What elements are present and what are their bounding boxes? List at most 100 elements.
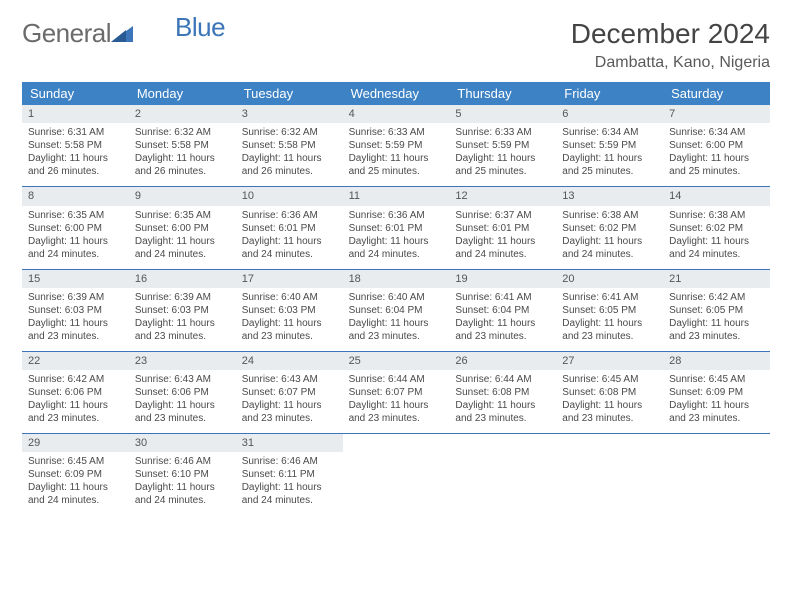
day-cell: 22Sunrise: 6:42 AMSunset: 6:06 PMDayligh…: [22, 352, 129, 433]
sunset-line: Sunset: 6:00 PM: [135, 222, 230, 235]
daylight-line: Daylight: 11 hours and 23 minutes.: [455, 317, 550, 343]
sunset-line: Sunset: 6:05 PM: [669, 304, 764, 317]
day-cell: 31Sunrise: 6:46 AMSunset: 6:11 PMDayligh…: [236, 434, 343, 515]
sunrise-line: Sunrise: 6:34 AM: [562, 126, 657, 139]
logo-triangle-icon: [111, 18, 133, 49]
sunset-line: Sunset: 6:08 PM: [455, 386, 550, 399]
day-cell: 7Sunrise: 6:34 AMSunset: 6:00 PMDaylight…: [663, 105, 770, 186]
day-cell: 5Sunrise: 6:33 AMSunset: 5:59 PMDaylight…: [449, 105, 556, 186]
sunset-line: Sunset: 5:59 PM: [562, 139, 657, 152]
day-cell: 3Sunrise: 6:32 AMSunset: 5:58 PMDaylight…: [236, 105, 343, 186]
day-number: 20: [556, 270, 663, 288]
month-title: December 2024: [571, 18, 770, 50]
sunset-line: Sunset: 6:10 PM: [135, 468, 230, 481]
day-number: 22: [22, 352, 129, 370]
sunrise-line: Sunrise: 6:37 AM: [455, 209, 550, 222]
sunrise-line: Sunrise: 6:35 AM: [28, 209, 123, 222]
day-number: 2: [129, 105, 236, 123]
daylight-line: Daylight: 11 hours and 24 minutes.: [135, 235, 230, 261]
weekday-col-2: Tuesday: [236, 82, 343, 105]
weekday-col-5: Friday: [556, 82, 663, 105]
day-cell: 9 Sunrise: 6:35 AMSunset: 6:00 PMDaylight…: [129, 187, 236, 268]
day-cell: 23Sunrise: 6:43 AMSunset: 6:06 PMDayligh…: [129, 352, 236, 433]
day-number: 5: [449, 105, 556, 123]
day-cell: 4Sunrise: 6:33 AMSunset: 5:59 PMDaylight…: [343, 105, 450, 186]
daylight-line: Daylight: 11 hours and 26 minutes.: [28, 152, 123, 178]
day-number: 8: [22, 187, 129, 205]
sunset-line: Sunset: 5:58 PM: [28, 139, 123, 152]
daylight-line: Daylight: 11 hours and 24 minutes.: [135, 481, 230, 507]
sunrise-line: Sunrise: 6:33 AM: [455, 126, 550, 139]
daylight-line: Daylight: 11 hours and 26 minutes.: [242, 152, 337, 178]
day-number: 9: [129, 187, 236, 205]
sunset-line: Sunset: 6:11 PM: [242, 468, 337, 481]
calendar-row: 29Sunrise: 6:45 AMSunset: 6:09 PMDayligh…: [22, 434, 770, 515]
day-cell: 13Sunrise: 6:38 AMSunset: 6:02 PMDayligh…: [556, 187, 663, 268]
daylight-line: Daylight: 11 hours and 25 minutes.: [455, 152, 550, 178]
calendar-row: 1Sunrise: 6:31 AMSunset: 5:58 PMDaylight…: [22, 105, 770, 187]
sunrise-line: Sunrise: 6:32 AM: [242, 126, 337, 139]
day-cell: 19Sunrise: 6:41 AMSunset: 6:04 PMDayligh…: [449, 270, 556, 351]
daylight-line: Daylight: 11 hours and 24 minutes.: [28, 235, 123, 261]
sunset-line: Sunset: 6:00 PM: [669, 139, 764, 152]
sunrise-line: Sunrise: 6:38 AM: [669, 209, 764, 222]
daylight-line: Daylight: 11 hours and 23 minutes.: [562, 399, 657, 425]
daylight-line: Daylight: 11 hours and 23 minutes.: [349, 399, 444, 425]
sunset-line: Sunset: 6:05 PM: [562, 304, 657, 317]
day-cell: 20Sunrise: 6:41 AMSunset: 6:05 PMDayligh…: [556, 270, 663, 351]
day-number: 17: [236, 270, 343, 288]
title-block: December 2024 Dambatta, Kano, Nigeria: [571, 18, 770, 72]
daylight-line: Daylight: 11 hours and 26 minutes.: [135, 152, 230, 178]
day-number: 6: [556, 105, 663, 123]
daylight-line: Daylight: 11 hours and 23 minutes.: [242, 317, 337, 343]
day-cell: 26Sunrise: 6:44 AMSunset: 6:08 PMDayligh…: [449, 352, 556, 433]
daylight-line: Daylight: 11 hours and 25 minutes.: [562, 152, 657, 178]
sunset-line: Sunset: 5:58 PM: [242, 139, 337, 152]
empty-cell: [343, 434, 450, 515]
logo-text-blue: Blue: [175, 12, 225, 43]
header: General Blue December 2024 Dambatta, Kan…: [22, 18, 770, 72]
empty-cell: [663, 434, 770, 515]
sunrise-line: Sunrise: 6:32 AM: [135, 126, 230, 139]
sunset-line: Sunset: 6:07 PM: [242, 386, 337, 399]
sunrise-line: Sunrise: 6:40 AM: [242, 291, 337, 304]
day-number: 25: [343, 352, 450, 370]
sunset-line: Sunset: 6:07 PM: [349, 386, 444, 399]
day-cell: 10Sunrise: 6:36 AMSunset: 6:01 PMDayligh…: [236, 187, 343, 268]
day-cell: 30Sunrise: 6:46 AMSunset: 6:10 PMDayligh…: [129, 434, 236, 515]
sunset-line: Sunset: 6:06 PM: [135, 386, 230, 399]
empty-cell: [556, 434, 663, 515]
daylight-line: Daylight: 11 hours and 25 minutes.: [669, 152, 764, 178]
day-number: 12: [449, 187, 556, 205]
sunrise-line: Sunrise: 6:39 AM: [135, 291, 230, 304]
sunset-line: Sunset: 6:00 PM: [28, 222, 123, 235]
daylight-line: Daylight: 11 hours and 24 minutes.: [669, 235, 764, 261]
day-cell: 8 Sunrise: 6:35 AMSunset: 6:00 PMDaylight…: [22, 187, 129, 268]
day-cell: 29Sunrise: 6:45 AMSunset: 6:09 PMDayligh…: [22, 434, 129, 515]
daylight-line: Daylight: 11 hours and 23 minutes.: [669, 399, 764, 425]
daylight-line: Daylight: 11 hours and 24 minutes.: [455, 235, 550, 261]
sunrise-line: Sunrise: 6:36 AM: [242, 209, 337, 222]
day-cell: 21Sunrise: 6:42 AMSunset: 6:05 PMDayligh…: [663, 270, 770, 351]
sunset-line: Sunset: 6:03 PM: [242, 304, 337, 317]
day-cell: 11Sunrise: 6:36 AMSunset: 6:01 PMDayligh…: [343, 187, 450, 268]
sunset-line: Sunset: 6:04 PM: [455, 304, 550, 317]
daylight-line: Daylight: 11 hours and 23 minutes.: [669, 317, 764, 343]
logo-text-general: General: [22, 18, 111, 49]
calendar-weekday-header: SundayMondayTuesdayWednesdayThursdayFrid…: [22, 82, 770, 105]
sunset-line: Sunset: 6:03 PM: [135, 304, 230, 317]
sunset-line: Sunset: 6:09 PM: [28, 468, 123, 481]
day-number: 23: [129, 352, 236, 370]
day-cell: 18Sunrise: 6:40 AMSunset: 6:04 PMDayligh…: [343, 270, 450, 351]
day-number: 21: [663, 270, 770, 288]
day-number: 31: [236, 434, 343, 452]
daylight-line: Daylight: 11 hours and 23 minutes.: [349, 317, 444, 343]
sunrise-line: Sunrise: 6:36 AM: [349, 209, 444, 222]
day-number: 1: [22, 105, 129, 123]
day-number: 7: [663, 105, 770, 123]
weekday-col-6: Saturday: [663, 82, 770, 105]
location-text: Dambatta, Kano, Nigeria: [571, 54, 770, 72]
day-number: 29: [22, 434, 129, 452]
sunrise-line: Sunrise: 6:35 AM: [135, 209, 230, 222]
sunrise-line: Sunrise: 6:42 AM: [28, 373, 123, 386]
